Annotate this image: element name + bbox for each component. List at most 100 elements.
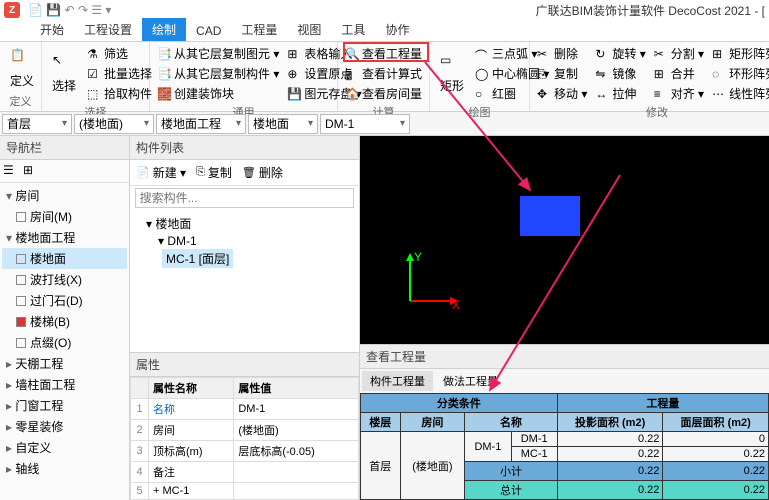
select-label: 选择 (52, 77, 76, 94)
prop-row[interactable]: 2房间(楼地面) (131, 420, 359, 441)
del-comp-btn[interactable]: 🗑 删除 (239, 163, 286, 182)
group-define: 定义 (4, 92, 37, 109)
group-draw: 绘图 (434, 103, 525, 120)
nav-item-floorface[interactable]: 楼地面 (2, 248, 127, 269)
group-modify: 修改 (534, 103, 769, 120)
qty-panel: 查看工程量 构件工程量 做法工程量 分类条件工程量 楼层 房间 名称 投影面积 … (360, 344, 769, 500)
mirror-button[interactable]: ⇋镜像 (592, 64, 648, 83)
select-button[interactable]: ↖ 选择 (46, 44, 82, 103)
prop-row[interactable]: 3顶标高(m)层底标高(-0.05) (131, 441, 359, 462)
nav-group-misc[interactable]: 零星装修 (2, 416, 127, 437)
comp-search-input[interactable] (135, 188, 355, 208)
qty-header: 查看工程量 (360, 345, 769, 369)
qh-qty: 工程量 (557, 394, 768, 413)
nav-item-stair[interactable]: 楼梯(B) (2, 311, 127, 332)
tree-root[interactable]: ▾ 楼地面 (134, 214, 355, 233)
define-label: 定义 (10, 72, 34, 89)
nav-grid-icon[interactable]: ⊞ (23, 163, 39, 179)
copy-comp-button[interactable]: 📑从其它层复制构件 ▾ (154, 64, 282, 83)
nav-item-threshold[interactable]: 过门石(D) (2, 290, 127, 311)
qc-room: 房间 (400, 413, 465, 432)
nav-item-dot[interactable]: 点缀(O) (2, 332, 127, 353)
copy-comp-btn[interactable]: ⎘ 复制 (193, 163, 235, 182)
main-tabs: 开始 工程设置 绘制 CAD 工程量 视图 工具 协作 (0, 20, 769, 42)
tree-child[interactable]: ▾ DM-1 (134, 233, 355, 249)
pick-button[interactable]: ⬚拾取构件 (84, 84, 155, 103)
complist-header: 构件列表 (130, 136, 359, 160)
create-block-button[interactable]: 🧱创建装饰块 (154, 84, 282, 103)
copy-elem-button[interactable]: 📑从其它层复制图元 ▾ (154, 44, 282, 63)
ribbon: 📋 定义 定义 ↖ 选择 ⚗筛选 ☑批量选择 ⬚拾取构件 选择 📑从其它层复制图… (0, 42, 769, 112)
qty-tab-method[interactable]: 做法工程量 (435, 371, 506, 391)
type-select[interactable]: 楼地面 (248, 114, 318, 134)
axis-gizmo: X Y (400, 251, 460, 311)
tree-leaf[interactable]: MC-1 [面层] (162, 249, 233, 268)
qc-name: 名称 (465, 413, 558, 432)
merge-button[interactable]: ⊞合并 (651, 64, 707, 83)
copy-button[interactable]: ⎘复制 (534, 64, 590, 83)
tab-start[interactable]: 开始 (30, 18, 74, 41)
nav-group-axis[interactable]: 轴线 (2, 458, 127, 479)
proj-select[interactable]: 楼地面工程 (156, 114, 246, 134)
tab-proj[interactable]: 工程设置 (74, 18, 142, 41)
nav-tree: 房间 房间(M) 楼地面工程 楼地面 波打线(X) 过门石(D) 楼梯(B) 点… (0, 183, 129, 500)
qc-proj: 投影面积 (m2) (557, 413, 663, 432)
new-button[interactable]: 📄 新建 ▾ (133, 163, 189, 182)
view-formula-button[interactable]: 🖩查看计算式 (342, 64, 425, 83)
room-select[interactable]: (楼地面) (74, 114, 154, 134)
col-name: 属性名称 (149, 378, 234, 399)
viewport[interactable]: X Y (360, 136, 769, 344)
nav-group-door[interactable]: 门窗工程 (2, 395, 127, 416)
nav-item-room[interactable]: 房间(M) (2, 206, 127, 227)
floor-select[interactable]: 首层 (2, 114, 72, 134)
tab-tools[interactable]: 工具 (331, 18, 375, 41)
tab-collab[interactable]: 协作 (375, 18, 419, 41)
props-table: 属性名称属性值 1名称DM-1 2房间(楼地面) 3顶标高(m)层底标高(-0.… (130, 377, 359, 500)
nav-item-border[interactable]: 波打线(X) (2, 269, 127, 290)
nav-group-room[interactable]: 房间 (2, 185, 127, 206)
nav-group-wall[interactable]: 墙柱面工程 (2, 374, 127, 395)
view-room-button[interactable]: 🏠查看房间量 (342, 84, 425, 103)
tab-qty[interactable]: 工程量 (231, 18, 287, 41)
stretch-button[interactable]: ↔拉伸 (592, 84, 648, 103)
highlight-view-qty (343, 42, 429, 62)
tab-cad[interactable]: CAD (186, 21, 231, 41)
batch-select-button[interactable]: ☑批量选择 (84, 64, 155, 83)
move-button[interactable]: ✥移动 ▾ (534, 84, 590, 103)
nav-header: 导航栏 (0, 136, 129, 160)
nav-group-floor[interactable]: 楼地面工程 (2, 227, 127, 248)
nav-list-icon[interactable]: ☰ (3, 163, 19, 179)
comp-select[interactable]: DM-1 (320, 114, 410, 134)
qh-class: 分类条件 (361, 394, 558, 413)
qty-row: 首层 (楼地面) DM-1 DM-1 0.22 0 (361, 432, 769, 447)
prop-row[interactable]: 4备注 (131, 462, 359, 483)
tab-view[interactable]: 视图 (287, 18, 331, 41)
app-logo: Z (4, 2, 20, 18)
col-val: 属性值 (234, 378, 359, 399)
rect-array-button[interactable]: ⊞矩形阵列 (709, 44, 769, 63)
filter-button[interactable]: ⚗筛选 (84, 44, 155, 63)
qty-tab-comp[interactable]: 构件工程量 (362, 371, 433, 391)
qc-face: 面层面积 (m2) (663, 413, 769, 432)
delete-button[interactable]: ✂删除 (534, 44, 590, 63)
split-button[interactable]: ✂分割 ▾ (651, 44, 707, 63)
ring-array-button[interactable]: ◌环形阵列 (709, 64, 769, 83)
svg-text:Y: Y (414, 251, 422, 264)
define-button[interactable]: 📋 定义 (4, 44, 40, 92)
drawn-rect[interactable] (520, 196, 580, 236)
rect-label: 矩形 (440, 77, 464, 94)
rotate-button[interactable]: ↻旋转 ▾ (592, 44, 648, 63)
props-header: 属性 (130, 353, 359, 377)
svg-text:X: X (452, 298, 460, 311)
nav-group-custom[interactable]: 自定义 (2, 437, 127, 458)
prop-row[interactable]: 5+ MC-1 (131, 483, 359, 500)
rect-button[interactable]: ▭ 矩形 (434, 44, 470, 103)
tab-draw[interactable]: 绘制 (142, 18, 186, 41)
window-title: 广联达BIM装饰计量软件 DecoCost 2021 - [ (536, 2, 765, 19)
comp-tree: ▾ 楼地面 ▾ DM-1 MC-1 [面层] (130, 210, 359, 272)
prop-row[interactable]: 1名称DM-1 (131, 399, 359, 420)
nav-group-ceiling[interactable]: 天棚工程 (2, 353, 127, 374)
qc-floor: 楼层 (361, 413, 401, 432)
align-button[interactable]: ≡对齐 ▾ (651, 84, 707, 103)
line-array-button[interactable]: ⋯线性阵列 (709, 84, 769, 103)
